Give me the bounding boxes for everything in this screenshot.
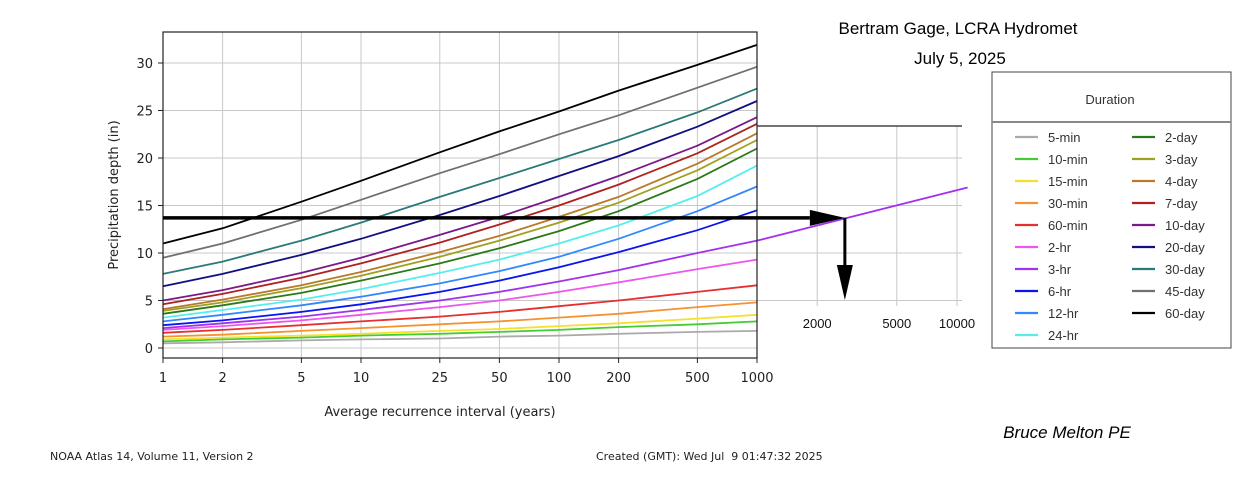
x-tick-label: 500 — [685, 371, 710, 386]
series-line-30-min — [162, 301, 758, 338]
legend-label-15-min: 15-min — [1048, 174, 1088, 189]
legend-label-60-min: 60-min — [1048, 218, 1088, 233]
author-credit: Bruce Melton PE — [1003, 423, 1131, 442]
legend-label-3-day: 3-day — [1165, 152, 1198, 167]
horizontal-arrowhead — [809, 209, 845, 226]
series-line-6-hr — [162, 209, 758, 327]
series-line-7-day — [162, 122, 758, 306]
extension-x-tick-label: 10000 — [939, 316, 975, 331]
x-tick-label: 1000 — [740, 371, 773, 386]
legend-label-10-day: 10-day — [1165, 218, 1205, 233]
series-line-4-day — [162, 132, 758, 310]
series-line-20-day — [162, 100, 758, 288]
x-tick-label: 200 — [606, 371, 631, 386]
legend-label-10-min: 10-min — [1048, 152, 1088, 167]
series-line-60-min — [162, 284, 758, 334]
legend-label-6-hr: 6-hr — [1048, 284, 1072, 299]
y-tick-label: 0 — [145, 342, 153, 357]
series-line-12-hr — [162, 185, 758, 323]
series-lines — [162, 44, 758, 345]
extension-x-tick-label: 5000 — [882, 316, 911, 331]
series-line-45-day — [162, 65, 758, 259]
series-line-10-day — [162, 116, 758, 302]
legend-label-12-hr: 12-hr — [1048, 306, 1079, 321]
legend-label-7-day: 7-day — [1165, 196, 1198, 211]
extrapolated-3-hr-line — [756, 186, 968, 242]
series-line-3-hr — [162, 239, 758, 329]
series-line-30-day — [162, 87, 758, 275]
y-tick-label: 5 — [145, 295, 153, 310]
footer-source: NOAA Atlas 14, Volume 11, Version 2 — [50, 450, 254, 463]
extension-x-tick-label: 2000 — [803, 316, 832, 331]
series-line-10-min — [162, 320, 758, 343]
legend-label-60-day: 60-day — [1165, 306, 1205, 321]
legend-label-2-day: 2-day — [1165, 130, 1198, 145]
legend-label-2-hr: 2-hr — [1048, 240, 1072, 255]
extension-panel: 2000 5000 10000 — [756, 125, 975, 331]
x-tick-label: 5 — [297, 371, 305, 386]
y-tick-label: 10 — [136, 247, 153, 262]
legend-label-30-day: 30-day — [1165, 262, 1205, 277]
legend-label-5-min: 5-min — [1048, 130, 1081, 145]
x-tick-label: 50 — [491, 371, 508, 386]
legend: Duration 5-min 10-min 15-min 30-min 60-min 2-… — [991, 71, 1232, 349]
series-line-5-min — [162, 330, 758, 345]
y-tick-label: 15 — [136, 200, 153, 215]
chart-date: July 5, 2025 — [914, 49, 1006, 68]
y-tick-label: 25 — [136, 105, 153, 120]
series-line-2-hr — [162, 258, 758, 331]
series-line-60-day — [162, 44, 758, 245]
annotation-arrows — [163, 209, 853, 300]
legend-title: Duration — [1085, 92, 1134, 107]
legend-label-3-hr: 3-hr — [1048, 262, 1072, 277]
y-axis-label: Precipitation depth (in) — [107, 120, 122, 269]
x-tick-label: 1 — [159, 371, 167, 386]
x-axis-label: Average recurrence interval (years) — [324, 405, 555, 420]
legend-label-30-min: 30-min — [1048, 196, 1088, 211]
footer-created: Created (GMT): Wed Jul 9 01:47:32 2025 — [596, 450, 823, 463]
legend-label-20-day: 20-day — [1165, 240, 1205, 255]
legend-label-45-day: 45-day — [1165, 284, 1205, 299]
series-line-15-min — [162, 313, 758, 341]
vertical-arrowhead — [836, 265, 853, 300]
series-line-2-day — [162, 147, 758, 315]
legend-label-4-day: 4-day — [1165, 174, 1198, 189]
x-tick-label: 2 — [218, 371, 226, 386]
legend-label-24-hr: 24-hr — [1048, 328, 1079, 343]
y-tick-label: 20 — [136, 152, 153, 167]
plot-frame — [162, 31, 758, 359]
y-tick-label: 30 — [136, 57, 153, 72]
x-tick-label: 10 — [353, 371, 370, 386]
series-line-24-hr — [162, 164, 758, 319]
chart-title: Bertram Gage, LCRA Hydromet — [838, 19, 1077, 38]
x-tick-label: 25 — [432, 371, 449, 386]
grid — [162, 32, 758, 358]
series-line-3-day — [162, 139, 758, 312]
x-tick-label: 100 — [547, 371, 572, 386]
